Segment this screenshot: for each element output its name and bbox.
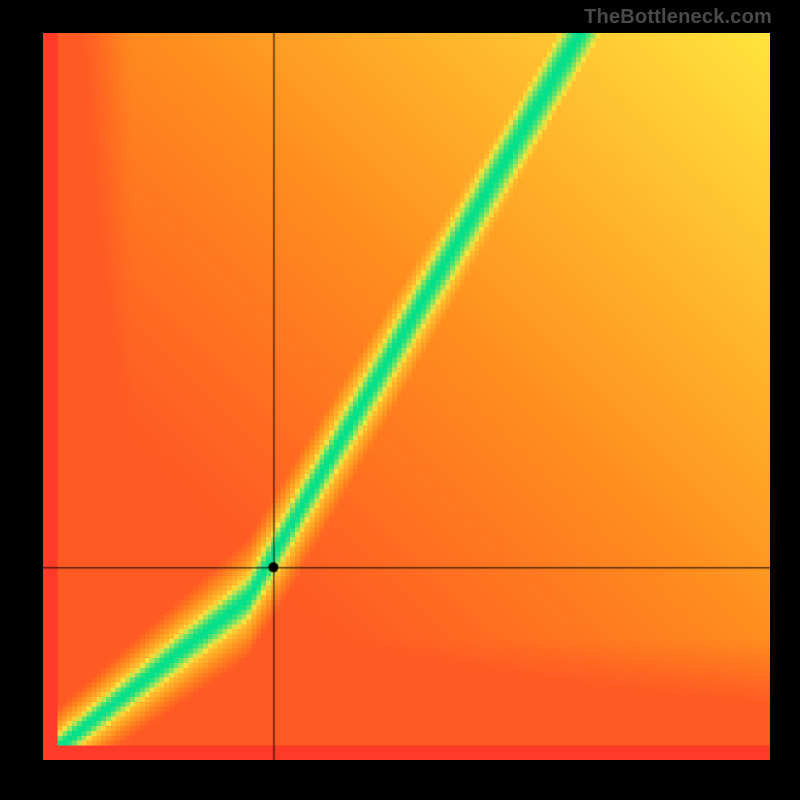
chart-container: TheBottleneck.com <box>0 0 800 800</box>
crosshair-overlay <box>43 33 770 760</box>
watermark-text: TheBottleneck.com <box>584 6 772 29</box>
